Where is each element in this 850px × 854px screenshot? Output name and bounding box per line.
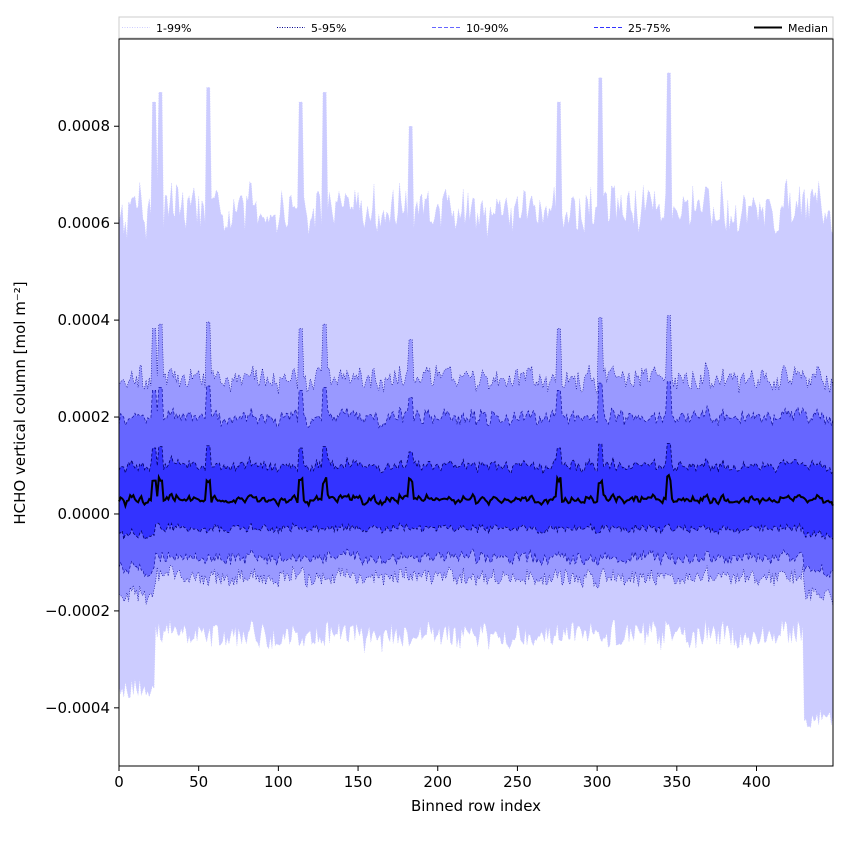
legend-box	[118, 16, 834, 39]
x-tick-label: 400	[742, 773, 771, 791]
legend-label: Median	[788, 22, 828, 35]
line-1-99%-lower	[118, 619, 834, 728]
y-axis-ticks: −0.0004 −0.0002 0.0000 0.0002 0.0004 0.0006 0.…	[45, 117, 119, 717]
x-tick-label: 300	[583, 773, 612, 791]
legend: 1-99% 5-95% 10-90% 25-75% Median	[118, 16, 834, 39]
y-tick-label: 0.0004	[58, 311, 111, 329]
y-tick-label: 0.0006	[58, 214, 111, 232]
x-tick-label: 350	[662, 773, 691, 791]
x-tick-label: 200	[423, 773, 452, 791]
plot-frame	[118, 38, 834, 767]
percentile-bands	[119, 72, 833, 728]
x-tick-label: 0	[114, 773, 124, 791]
legend-label: 25-75%	[628, 22, 670, 35]
band-25-75%	[119, 443, 833, 540]
line-25-75%-lower	[118, 522, 834, 541]
legend-label: 5-95%	[311, 22, 346, 35]
x-tick-label: 100	[264, 773, 293, 791]
line-25-75%-upper	[118, 443, 834, 475]
line-5-95%-upper	[118, 315, 834, 395]
y-tick-label: −0.0004	[45, 699, 110, 717]
line-median	[118, 473, 834, 510]
legend-label: 1-99%	[156, 22, 191, 35]
series-lines	[118, 72, 834, 728]
x-tick-label: 50	[189, 773, 208, 791]
line-1-99%-upper	[118, 72, 834, 240]
legend-label: 10-90%	[466, 22, 508, 35]
line-5-95%-lower	[118, 564, 834, 607]
x-tick-label: 150	[344, 773, 373, 791]
y-tick-label: 0.0008	[58, 117, 111, 135]
x-tick-label: 250	[503, 773, 532, 791]
line-10-90%-lower	[118, 548, 834, 579]
y-tick-label: −0.0002	[45, 602, 110, 620]
y-tick-label: 0.0000	[58, 505, 111, 523]
x-axis-ticks: 0 50 100 150 200 250 300 350 400	[114, 766, 771, 791]
y-axis-label: HCHO vertical column [mol m⁻²]	[11, 281, 29, 524]
x-axis-label: Binned row index	[411, 797, 541, 815]
y-tick-label: 0.0002	[58, 408, 111, 426]
